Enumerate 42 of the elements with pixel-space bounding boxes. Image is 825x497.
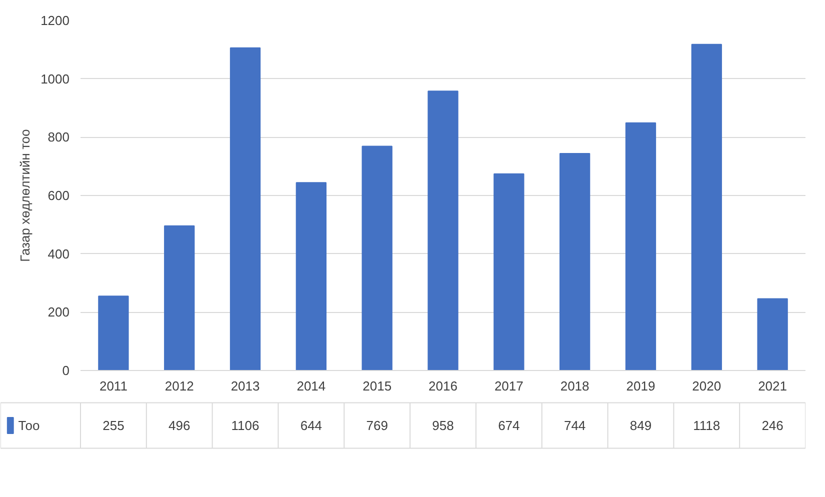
x-tick-label: 2012 <box>164 378 194 394</box>
data-label: 958 <box>432 418 454 433</box>
data-label: 644 <box>300 418 322 433</box>
bar <box>296 182 327 370</box>
x-tick-label: 2013 <box>230 378 260 394</box>
data-label: 255 <box>102 418 124 433</box>
x-tick-label: 2014 <box>296 378 326 394</box>
x-tick-label: 2021 <box>758 378 788 394</box>
y-tick-label: 400 <box>48 246 70 262</box>
data-label: 674 <box>498 418 520 433</box>
bar <box>230 47 261 370</box>
bar <box>164 225 195 370</box>
y-tick-label: 800 <box>48 130 70 145</box>
bar <box>757 298 788 370</box>
data-label: 496 <box>168 418 190 433</box>
data-label: 849 <box>630 418 652 433</box>
x-tick-label: 2011 <box>99 378 128 394</box>
bar <box>494 173 524 370</box>
y-tick-label: 1000 <box>40 71 70 86</box>
x-tick-label: 2020 <box>692 378 722 394</box>
bar <box>691 44 722 370</box>
data-label: 246 <box>762 418 784 433</box>
data-label: 1106 <box>231 418 260 433</box>
legend-label: Тоо <box>18 418 40 433</box>
y-tick-label: 600 <box>48 188 70 203</box>
y-tick-label: 1200 <box>40 13 70 28</box>
data-label: 744 <box>564 418 586 433</box>
y-tick-label: 0 <box>62 363 70 378</box>
bar <box>362 146 392 370</box>
y-axis-title: Газар хөдлөлтийн тоо <box>18 129 33 262</box>
x-tick-label: 2015 <box>362 378 392 394</box>
x-tick-label: 2016 <box>428 378 458 394</box>
bar <box>428 90 458 370</box>
bar <box>559 153 590 370</box>
data-label: 1118 <box>693 418 720 433</box>
y-tick-label: 200 <box>48 304 70 320</box>
bar <box>98 296 129 370</box>
x-tick-label: 2018 <box>560 378 590 394</box>
x-tick-label: 2019 <box>626 378 656 394</box>
data-label: 769 <box>366 418 388 433</box>
bar <box>625 122 656 370</box>
x-tick-label: 2017 <box>494 378 524 394</box>
